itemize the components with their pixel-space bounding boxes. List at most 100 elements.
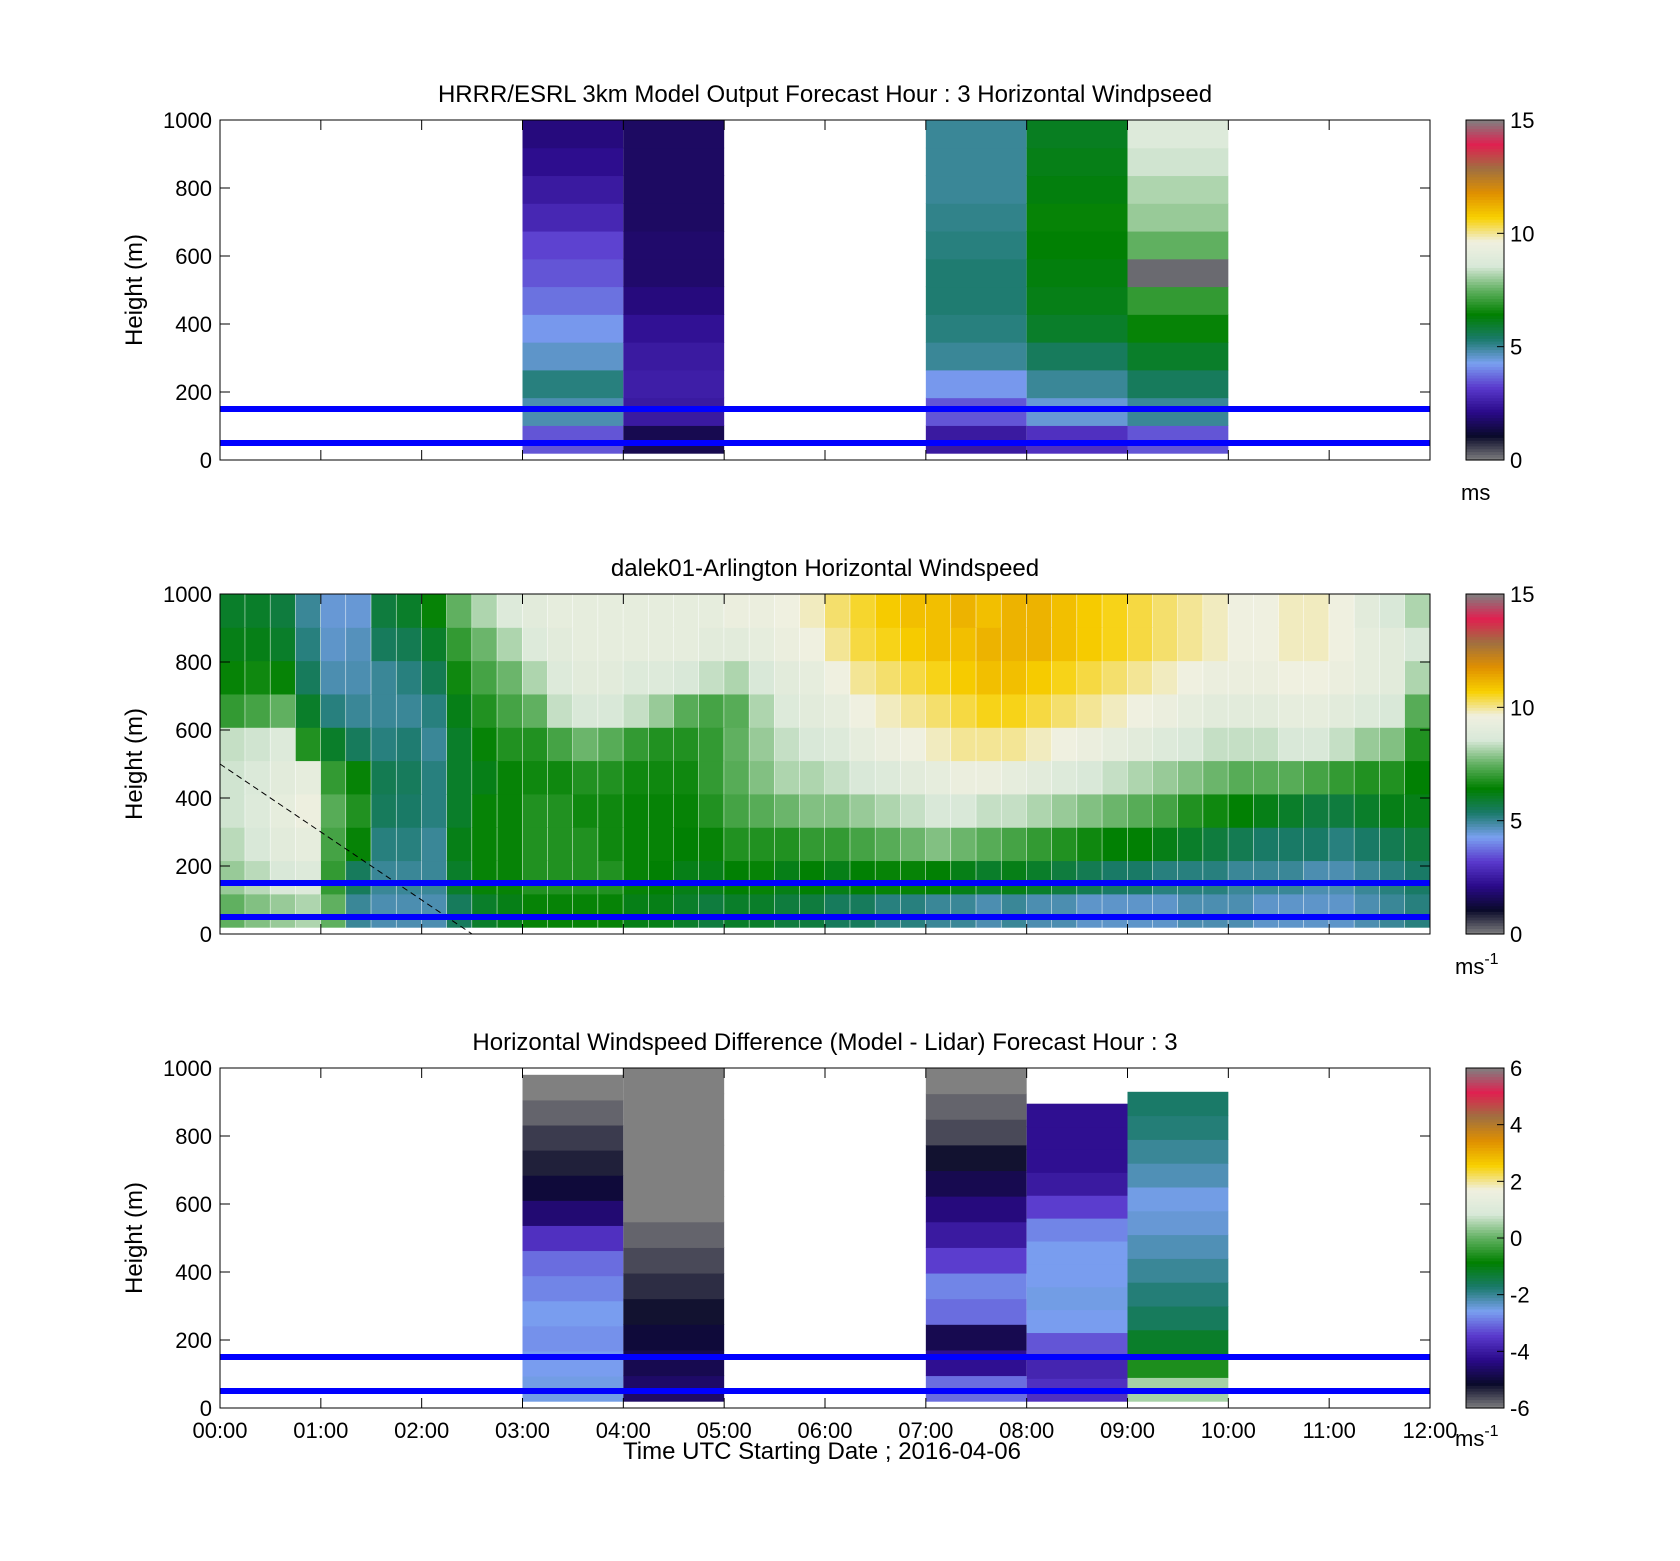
heatmap-cell	[295, 627, 321, 662]
colorbar-segment	[1466, 1147, 1504, 1151]
heatmap-cell	[295, 693, 321, 728]
colorbar-segment	[1466, 732, 1504, 737]
heatmap-cell	[724, 693, 749, 728]
colorbar-segment	[1466, 837, 1504, 842]
colorbar-segment	[1466, 165, 1504, 169]
colorbar-segment	[1466, 622, 1504, 626]
heatmap-cell	[1152, 627, 1178, 662]
heatmap-cell	[371, 627, 396, 662]
heatmap-cell	[1253, 893, 1279, 928]
heatmap-cell	[1127, 627, 1153, 662]
heatmap-cell	[623, 231, 725, 260]
colorbar-segment	[1466, 168, 1504, 172]
heatmap-cell	[598, 627, 623, 662]
heatmap-cell	[371, 594, 396, 628]
heatmap-cell	[472, 860, 497, 895]
heatmap-cell	[522, 147, 624, 177]
colorbar-segment	[1466, 789, 1504, 793]
heatmap-cells	[522, 1068, 1229, 1402]
heatmap-cell	[1253, 793, 1279, 828]
heatmap-cell	[572, 727, 598, 762]
colorbar-segment	[1466, 599, 1504, 604]
heatmap-cell	[623, 893, 649, 928]
heatmap-cell	[1329, 827, 1354, 862]
colorbar-segment	[1466, 803, 1504, 808]
heatmap-cell	[522, 1200, 624, 1226]
heatmap-cell	[799, 727, 825, 762]
colorbar-segment	[1466, 664, 1504, 669]
heatmap-cell	[925, 1324, 1027, 1351]
colorbar-segment	[1466, 758, 1504, 762]
heatmap-cell	[220, 594, 245, 628]
heatmap-cell	[295, 860, 321, 895]
colorbar-segment	[1466, 1257, 1504, 1262]
colorbar-segment	[1466, 258, 1504, 263]
colorbar-segment	[1466, 1260, 1504, 1265]
colorbar-segment	[1466, 894, 1504, 898]
colorbar-segment	[1466, 355, 1504, 359]
heatmap-cell	[572, 860, 598, 895]
heatmap-cell	[270, 860, 296, 895]
colorbar-segment	[1466, 653, 1504, 657]
heatmap-cell	[1001, 827, 1027, 862]
heatmap-cell	[421, 660, 447, 695]
heatmap-cell	[1051, 594, 1077, 628]
heatmap-cell	[295, 594, 321, 628]
heatmap-cell	[925, 827, 951, 862]
heatmap-cell	[446, 627, 472, 662]
heatmap-cell	[875, 893, 901, 928]
heatmap-cell	[472, 760, 497, 795]
x-tick-label: 02:00	[394, 1418, 449, 1443]
heatmap-cell	[1102, 893, 1127, 928]
heatmap-cell	[951, 693, 976, 728]
colorbar-segment	[1466, 125, 1504, 130]
colorbar-segment	[1466, 766, 1504, 771]
x-tick-label: 09:00	[1100, 1418, 1155, 1443]
heatmap-cell	[749, 693, 775, 728]
heatmap-cell	[724, 594, 749, 628]
heatmap-cell	[1177, 627, 1203, 662]
colorbar-segment	[1466, 1393, 1504, 1398]
heatmap-cell	[320, 860, 346, 895]
heatmap-cell	[522, 594, 548, 628]
colorbar-segment	[1466, 919, 1504, 924]
heatmap-cell	[976, 827, 1001, 862]
colorbar-segment	[1466, 451, 1504, 455]
heatmap-cell	[421, 727, 447, 762]
colorbar-segment	[1466, 295, 1504, 300]
heatmap-cell	[1177, 760, 1203, 795]
heatmap-cell	[1228, 594, 1254, 628]
heatmap-cell	[1026, 660, 1052, 695]
colorbar-segment	[1466, 1133, 1504, 1137]
colorbar-segment	[1466, 188, 1504, 192]
heatmap-cell	[1152, 827, 1178, 862]
colorbar-segment	[1466, 1221, 1504, 1225]
colorbar-segment	[1466, 239, 1504, 243]
colorbar-segment	[1466, 764, 1504, 768]
y-tick-label: 600	[175, 244, 212, 269]
colorbar-segment	[1466, 1323, 1504, 1327]
heatmap-cell	[875, 594, 901, 628]
heatmap-cell	[446, 727, 472, 762]
heatmap-cell	[396, 793, 422, 828]
heatmap-cell	[698, 660, 724, 695]
colorbar-segment	[1466, 795, 1504, 799]
heatmap-cell	[900, 827, 926, 862]
heatmap-cell	[497, 827, 522, 862]
heatmap-cell	[850, 860, 875, 895]
heatmap-cell	[1379, 827, 1405, 862]
y-tick-label: 400	[175, 786, 212, 811]
heatmap-cell	[698, 627, 724, 662]
colorbar-segment	[1466, 397, 1504, 402]
heatmap-cell	[1329, 727, 1354, 762]
colorbar-segment	[1466, 698, 1504, 703]
heatmap-cell	[270, 793, 296, 828]
heatmap-cell	[522, 231, 624, 260]
colorbar-segment	[1466, 1334, 1504, 1338]
heatmap-cell	[1026, 760, 1052, 795]
heatmap-cell	[925, 1298, 1027, 1325]
dashed-reference-line	[219, 763, 473, 935]
heatmap-cell	[421, 827, 447, 862]
heatmap-cell	[925, 120, 1027, 149]
heatmap-cell	[1354, 660, 1380, 695]
